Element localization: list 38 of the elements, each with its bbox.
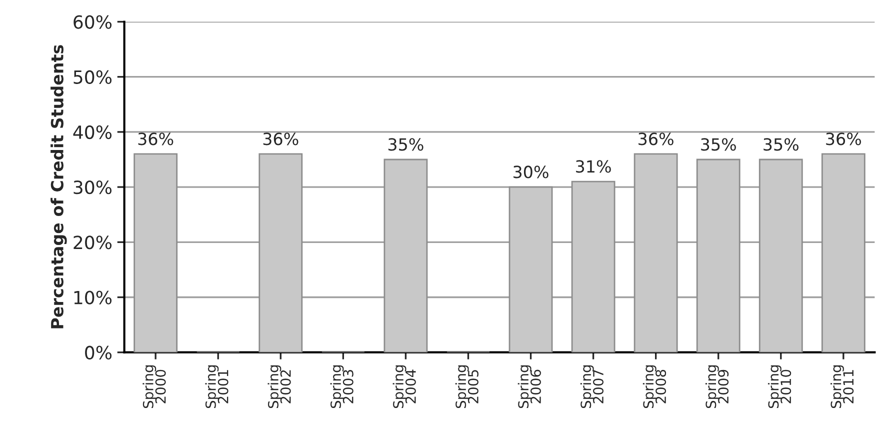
data-label: 35% (388, 138, 424, 151)
y-tick-label: 10% (74, 290, 112, 304)
bar (634, 153, 678, 352)
y-tick-label: 40% (73, 125, 112, 140)
bar (508, 186, 553, 352)
bar (696, 158, 740, 352)
bar (384, 158, 428, 352)
data-label: 36% (263, 132, 298, 146)
x-tick-label: Spring 2003 (330, 365, 354, 408)
y-tick-label: 50% (74, 70, 112, 84)
y-tick-label: 30% (74, 180, 112, 194)
y-axis-title: Percentage of Credit Students (50, 45, 67, 328)
bar (758, 158, 803, 352)
bar (258, 153, 303, 352)
data-label: 35% (764, 138, 798, 151)
x-tick-label: Spring 2000 (142, 365, 166, 408)
y-tick-label: 0% (85, 346, 112, 360)
y-tick-label: 20% (74, 236, 112, 250)
x-tick-label: Spring 2007 (580, 365, 604, 408)
x-tick-label: Spring 2011 (830, 365, 854, 408)
data-label: 35% (701, 138, 736, 151)
bar (571, 180, 616, 352)
bar (134, 153, 178, 352)
y-tick-label: 60% (74, 15, 112, 29)
x-tick-label: Spring 2010 (768, 365, 792, 408)
data-label: 36% (138, 132, 174, 146)
bar (821, 153, 866, 352)
x-tick-label: Spring 2004 (392, 365, 416, 408)
x-tick-label: Spring 2002 (268, 365, 291, 408)
data-label: 31% (576, 160, 611, 173)
x-tick-label: Spring 2009 (705, 365, 729, 408)
data-label: 36% (638, 132, 674, 146)
x-tick-label: Spring 2001 (205, 365, 228, 408)
data-label: 36% (826, 132, 862, 146)
data-label: 30% (514, 166, 548, 178)
x-tick-label: Spring 2008 (642, 365, 666, 408)
x-tick-label: Spring 2005 (455, 365, 478, 408)
x-tick-label: Spring 2006 (518, 365, 541, 408)
